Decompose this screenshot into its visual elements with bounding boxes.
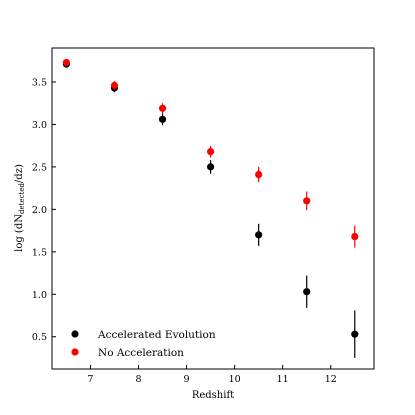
data-point: [158, 115, 167, 123]
data-point: [206, 148, 215, 156]
data-point: [62, 58, 71, 67]
y-axis-label-tail: /dz): [14, 164, 25, 183]
legend-label: Accelerated Evolution: [97, 329, 216, 341]
x-tick-label: 7: [87, 374, 93, 385]
x-tick-label: 8: [135, 374, 141, 385]
x-tick-label: 9: [184, 374, 190, 385]
x-tick-label: 11: [277, 374, 289, 385]
axis-ticks: 7 8 9 10 11 12 0.5 1.0 1.5 2.0 2.5 3.0 3.5: [32, 77, 337, 385]
data-point: [255, 170, 263, 179]
data-point: [351, 232, 359, 241]
y-axis-label-subscript: detected: [18, 183, 26, 214]
y-axis-label-main: log (dN: [14, 214, 25, 252]
y-tick-label: 3.0: [32, 120, 47, 131]
y-tick-label: 2.5: [32, 162, 47, 173]
data-points: [62, 58, 359, 358]
legend-marker: [71, 330, 79, 338]
y-axis-label: log (dNdetected/dz): [14, 164, 26, 252]
x-tick-label: 12: [325, 374, 337, 385]
y-tick-label: 1.5: [32, 247, 47, 258]
y-tick-label: 1.0: [32, 290, 47, 301]
x-axis-label: Redshift: [192, 390, 234, 401]
data-point: [255, 231, 263, 239]
x-tick-label: 10: [229, 374, 241, 385]
data-point: [110, 81, 119, 89]
data-point: [303, 197, 311, 205]
y-tick-label: 0.5: [32, 332, 47, 343]
data-point: [158, 104, 167, 112]
y-tick-label: 2.0: [32, 205, 47, 216]
y-tick-label: 3.5: [32, 77, 47, 88]
plot-frame: [51, 47, 375, 370]
legend-marker: [71, 348, 79, 356]
data-point: [206, 163, 215, 171]
data-point: [351, 330, 359, 338]
legend-label: No Acceleration: [98, 347, 184, 359]
data-point: [303, 288, 311, 296]
legend: Accelerated Evolution No Acceleration: [71, 329, 216, 359]
